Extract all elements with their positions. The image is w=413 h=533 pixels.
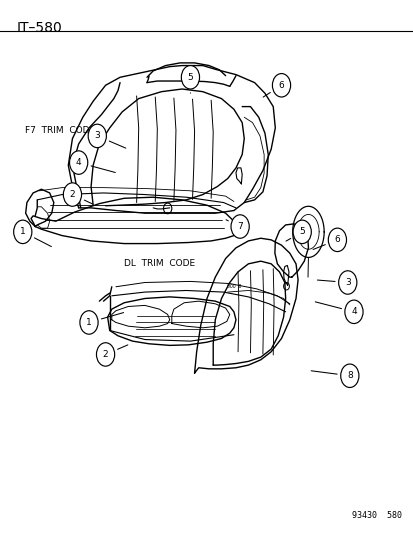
Circle shape	[63, 183, 81, 206]
Text: 7: 7	[237, 222, 242, 231]
Text: 6: 6	[334, 236, 339, 244]
Circle shape	[340, 364, 358, 387]
Circle shape	[181, 66, 199, 89]
Text: 3: 3	[94, 132, 100, 140]
Text: 6: 6	[278, 81, 284, 90]
Text: 1: 1	[20, 228, 26, 236]
Text: 4: 4	[76, 158, 81, 167]
Circle shape	[69, 151, 88, 174]
Circle shape	[14, 220, 32, 244]
Text: F7  TRIM  CODE: F7 TRIM CODE	[25, 126, 95, 135]
Circle shape	[230, 215, 249, 238]
Text: 1: 1	[86, 318, 92, 327]
Text: 93430  580: 93430 580	[351, 511, 401, 520]
Text: 2: 2	[102, 350, 108, 359]
Text: 5: 5	[187, 73, 193, 82]
Text: OOO 0: OOO 0	[226, 284, 240, 289]
Circle shape	[328, 228, 346, 252]
Text: IT–580: IT–580	[17, 21, 62, 35]
Text: 2: 2	[69, 190, 75, 199]
Text: 5: 5	[299, 228, 304, 236]
Text: 3: 3	[344, 278, 350, 287]
Text: DL  TRIM  CODE: DL TRIM CODE	[124, 260, 195, 268]
Text: 4: 4	[350, 308, 356, 316]
Text: 8: 8	[346, 372, 352, 380]
Circle shape	[338, 271, 356, 294]
Circle shape	[88, 124, 106, 148]
Circle shape	[344, 300, 362, 324]
Circle shape	[272, 74, 290, 97]
Circle shape	[80, 311, 98, 334]
Circle shape	[96, 343, 114, 366]
Circle shape	[292, 220, 311, 244]
